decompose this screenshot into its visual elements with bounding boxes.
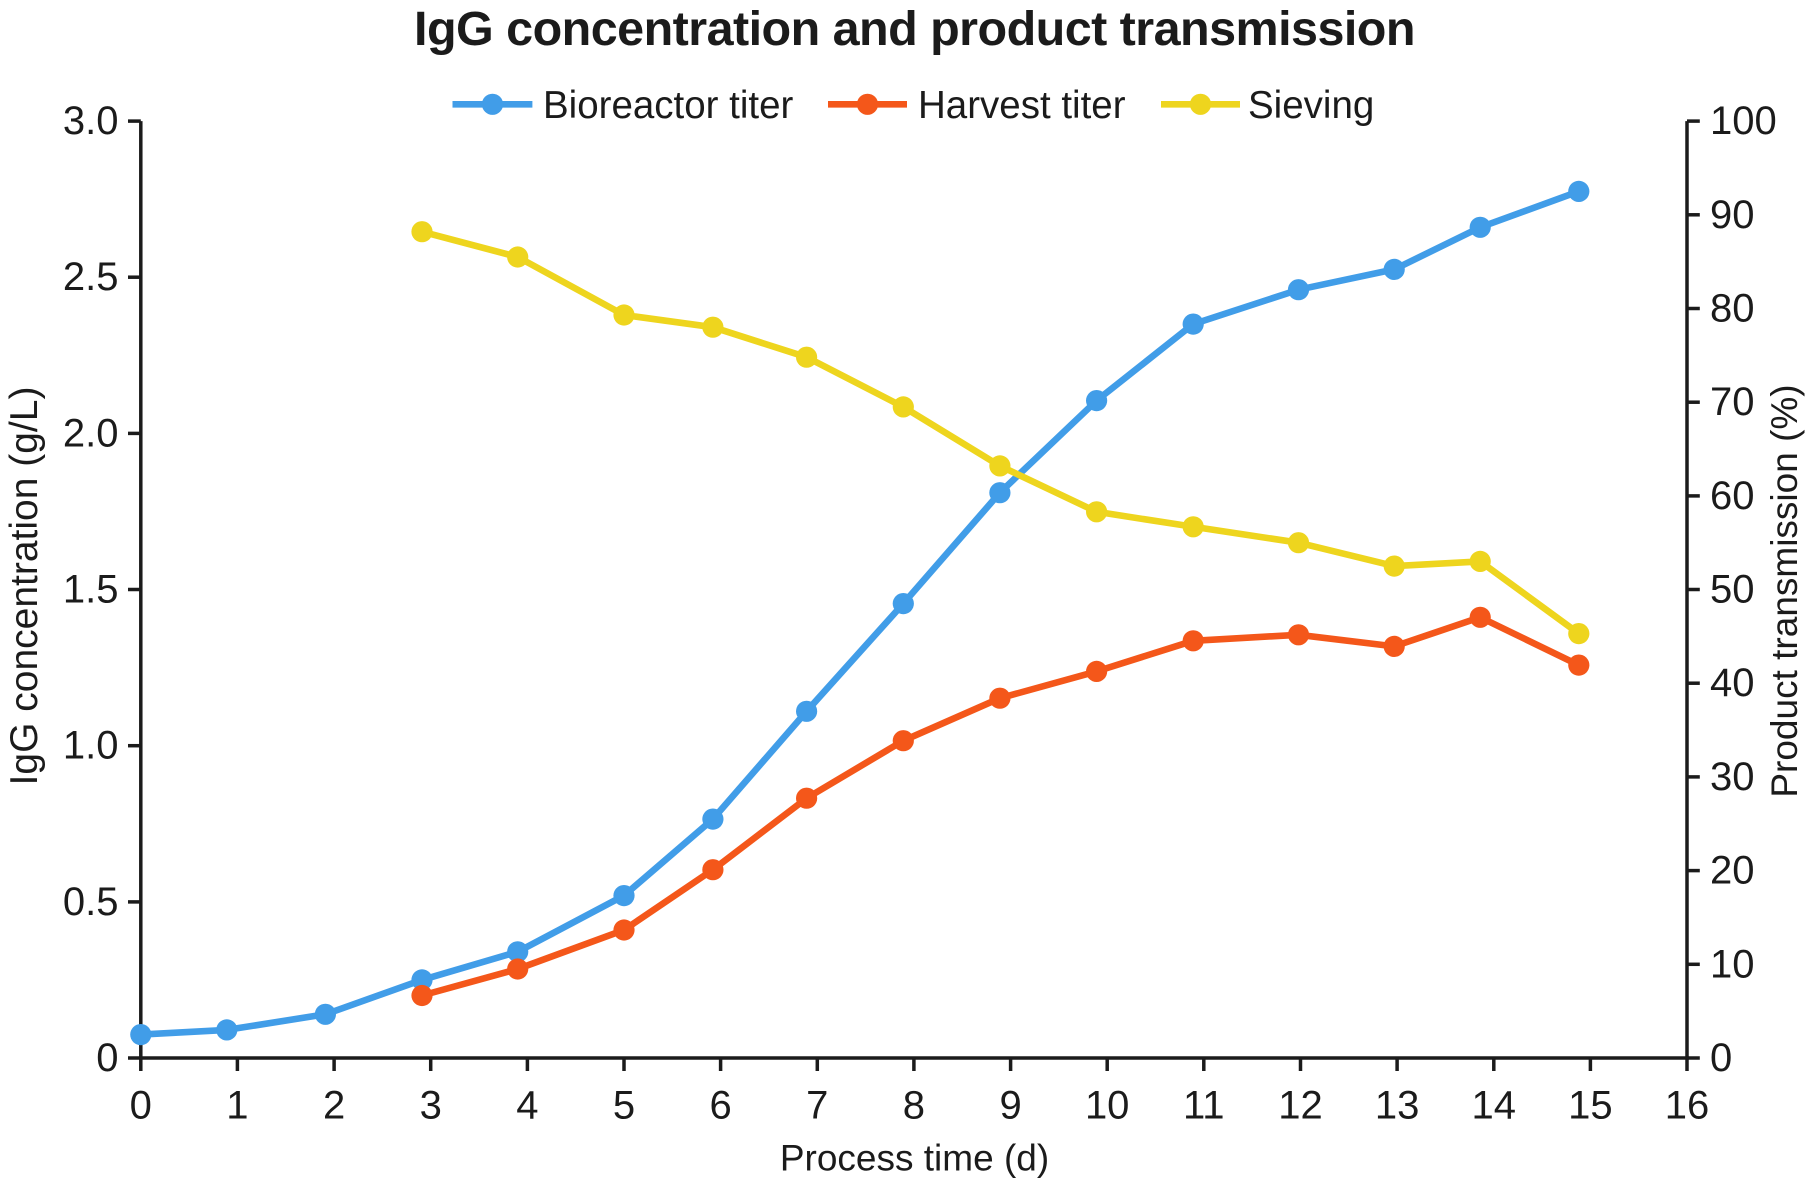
svg-text:11: 11 — [1183, 1084, 1225, 1128]
svg-text:90: 90 — [1710, 193, 1755, 237]
svg-text:3.0: 3.0 — [63, 99, 119, 143]
svg-text:Process time (d): Process time (d) — [780, 1138, 1049, 1179]
svg-text:Bioreactor titer: Bioreactor titer — [543, 84, 794, 127]
svg-text:Product transmission (%): Product transmission (%) — [1764, 384, 1805, 797]
svg-text:IgG concentration (g/L): IgG concentration (g/L) — [3, 387, 46, 786]
svg-text:13: 13 — [1375, 1084, 1420, 1128]
svg-text:50: 50 — [1710, 568, 1755, 612]
svg-text:15: 15 — [1568, 1084, 1613, 1128]
svg-text:0: 0 — [1710, 1036, 1732, 1080]
svg-text:70: 70 — [1710, 380, 1755, 424]
svg-text:6: 6 — [709, 1084, 731, 1128]
svg-text:2: 2 — [323, 1084, 345, 1128]
svg-text:5: 5 — [613, 1084, 635, 1128]
svg-text:14: 14 — [1472, 1084, 1517, 1128]
svg-text:9: 9 — [999, 1084, 1021, 1128]
svg-text:Harvest titer: Harvest titer — [918, 84, 1126, 127]
svg-text:12: 12 — [1278, 1084, 1323, 1128]
svg-text:3: 3 — [420, 1084, 442, 1128]
svg-text:Sieving: Sieving — [1248, 84, 1374, 127]
svg-text:4: 4 — [516, 1084, 538, 1128]
svg-text:7: 7 — [806, 1084, 828, 1128]
svg-text:100: 100 — [1710, 99, 1777, 143]
svg-text:10: 10 — [1085, 1084, 1130, 1128]
svg-text:60: 60 — [1710, 474, 1755, 518]
svg-text:20: 20 — [1710, 849, 1755, 893]
svg-text:0: 0 — [130, 1084, 152, 1128]
svg-text:1.5: 1.5 — [63, 568, 119, 612]
svg-text:16: 16 — [1665, 1084, 1710, 1128]
svg-text:1.0: 1.0 — [63, 724, 119, 768]
svg-text:40: 40 — [1710, 661, 1755, 705]
svg-text:80: 80 — [1710, 287, 1755, 331]
svg-text:2.5: 2.5 — [63, 255, 119, 299]
svg-text:0: 0 — [96, 1036, 118, 1080]
svg-text:10: 10 — [1710, 942, 1755, 986]
svg-text:1: 1 — [226, 1084, 248, 1128]
svg-text:IgG concentration and product: IgG concentration and product transmissi… — [414, 2, 1415, 56]
svg-text:2.0: 2.0 — [63, 411, 119, 455]
svg-text:30: 30 — [1710, 755, 1755, 799]
svg-text:8: 8 — [903, 1084, 925, 1128]
svg-text:0.5: 0.5 — [63, 880, 119, 924]
